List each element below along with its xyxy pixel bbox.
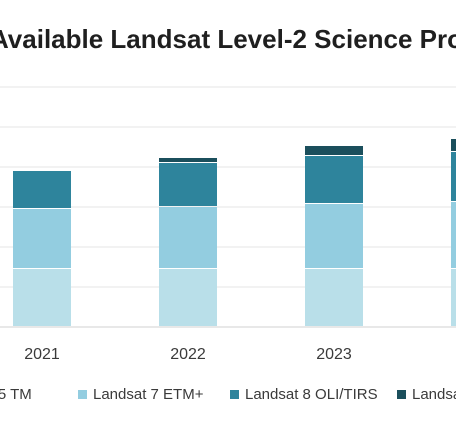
bar-2022-series-3 <box>159 158 217 162</box>
bar-2024-series-2 <box>451 152 456 201</box>
x-tick-label-2023: 2023 <box>316 346 352 363</box>
legend-swatch <box>230 390 239 399</box>
bar-2022-series-2 <box>159 163 217 206</box>
bar-2024-series-0 <box>451 269 456 326</box>
stacked-bar-chart: 20202021202220232024 <box>0 86 456 363</box>
legend: Landsat 4-5 TM Landsat 7 ETM+ Landsat 8 OL… <box>0 386 456 410</box>
legend-swatch <box>397 390 406 399</box>
bar-2022-series-0 <box>159 269 217 326</box>
chart-title-text: Available Landsat Level-2 Science Produc… <box>0 24 456 54</box>
legend-item-2: Landsat 8 OLI/TIRS <box>230 386 378 403</box>
bar-2021-series-2 <box>13 171 71 208</box>
x-tick-labels: 20202021202220232024 <box>24 346 352 363</box>
bar-2023-series-0 <box>305 269 363 326</box>
bar-2023-series-2 <box>305 156 363 203</box>
bar-2021-series-0 <box>13 269 71 326</box>
x-tick-label-2021: 2021 <box>24 346 60 363</box>
bar-2024-series-1 <box>451 202 456 268</box>
legend-swatch <box>78 390 87 399</box>
bar-2023-series-3 <box>305 146 363 155</box>
bar-2021-series-1 <box>13 209 71 268</box>
gridlines <box>0 86 456 328</box>
legend-item-0: Landsat 4-5 TM <box>0 386 32 403</box>
bar-2023-series-1 <box>305 204 363 268</box>
legend-item-3: Landsat 9 OLI-2/TIRS-2 <box>397 386 456 403</box>
legend-label: Landsat 4-5 TM <box>0 386 32 403</box>
legend-item-1: Landsat 7 ETM+ <box>78 386 203 403</box>
bars <box>13 139 456 326</box>
legend-label: Landsat 9 OLI-2/TIRS-2 <box>412 386 456 403</box>
bar-2022-series-1 <box>159 207 217 268</box>
x-tick-label-2022: 2022 <box>170 346 206 363</box>
legend-label: Landsat 7 ETM+ <box>93 386 204 403</box>
legend-label: Landsat 8 OLI/TIRS <box>245 386 378 403</box>
bar-2024-series-3 <box>451 139 456 151</box>
chart-title: Available Landsat Level-2 Science Produc… <box>0 24 456 55</box>
